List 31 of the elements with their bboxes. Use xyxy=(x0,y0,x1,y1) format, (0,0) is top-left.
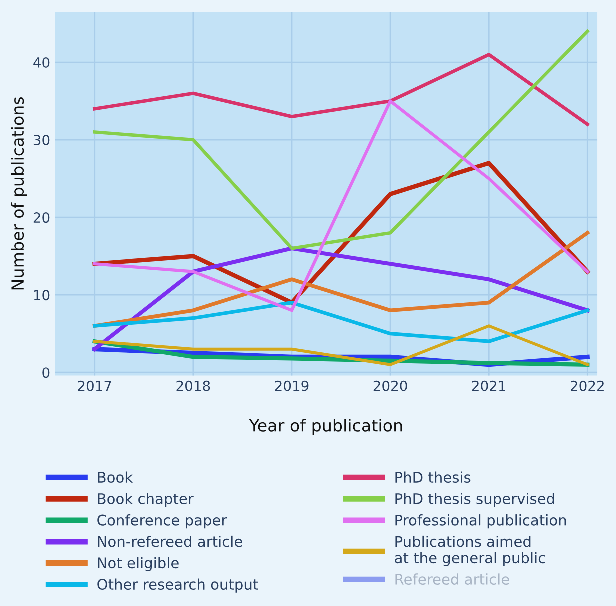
legend-label: Publications aimed at the general public xyxy=(395,536,546,566)
legend-label: Professional publication xyxy=(396,514,566,529)
line-series xyxy=(93,100,590,312)
x-tick-label: 2022 xyxy=(571,380,604,392)
line-series xyxy=(93,301,590,344)
line-series xyxy=(93,53,590,126)
y-axis-title: Number of publications xyxy=(11,97,28,290)
legend-label: PhD thesis supervised xyxy=(396,493,554,508)
x-tick-label: 2021 xyxy=(472,380,506,392)
y-tick-label: 30 xyxy=(34,135,50,146)
legend-label: Other research output xyxy=(98,578,258,593)
x-tick-label: 2017 xyxy=(78,380,112,392)
line-series xyxy=(93,324,590,366)
x-tick-label: 2018 xyxy=(176,380,210,392)
y-tick-label: 0 xyxy=(42,368,50,378)
legend-label: PhD thesis xyxy=(396,472,471,484)
line-series xyxy=(93,30,590,250)
legend-label: Conference paper xyxy=(98,514,228,529)
legend-label: Book chapter xyxy=(98,493,194,508)
x-axis-title: Year of publication xyxy=(249,419,402,436)
x-tick-label: 2019 xyxy=(275,380,309,392)
line-series xyxy=(92,231,590,328)
y-tick-label: 10 xyxy=(34,290,50,301)
line-series xyxy=(92,246,590,352)
legend-label: Refereed article xyxy=(396,574,510,585)
y-tick-label: 40 xyxy=(34,57,50,68)
legend-label: Book xyxy=(98,472,134,484)
legend-label: Non-refereed article xyxy=(98,536,242,548)
legend-label: Not eligible xyxy=(98,557,179,572)
x-tick-label: 2020 xyxy=(374,380,408,392)
y-tick-label: 20 xyxy=(34,212,50,224)
